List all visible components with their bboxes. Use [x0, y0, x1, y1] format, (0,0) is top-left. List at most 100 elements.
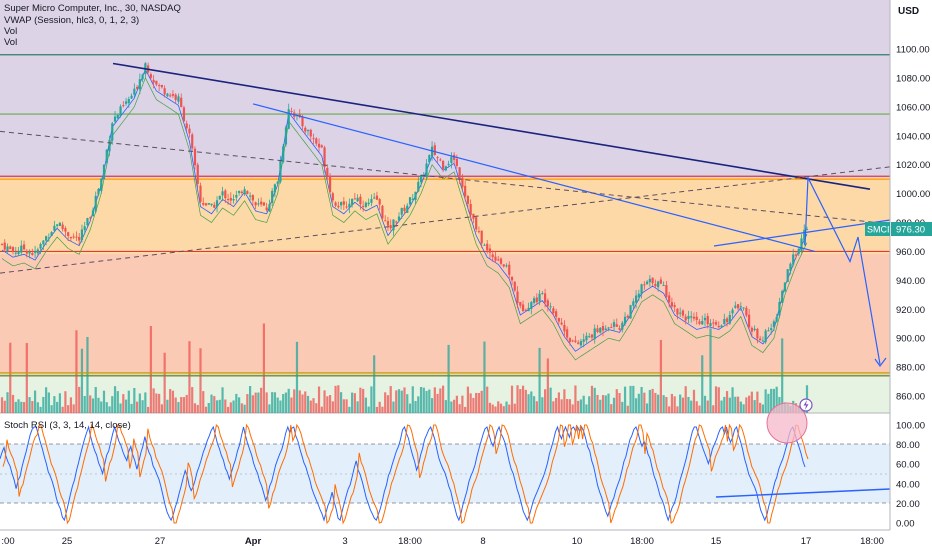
time-label: Apr — [245, 536, 262, 547]
candles — [0, 62, 809, 348]
time-axis[interactable]: :00 25 27 Apr 3 18:00 8 10 18:00 15 17 18:00 — [0, 529, 932, 550]
candle-body — [215, 200, 219, 207]
volume-bar — [268, 404, 271, 413]
volume-bar — [728, 397, 731, 413]
volume-bar — [348, 406, 351, 413]
vwap-indicator-label[interactable]: VWAP (Session, hlc3, 0, 1, 2, 3) — [4, 15, 139, 26]
candle-body — [690, 316, 693, 318]
symbol-badge[interactable]: SMCI 976.30 — [865, 222, 932, 236]
candle-body — [397, 216, 401, 221]
candle-body — [91, 210, 95, 217]
candle-body — [783, 282, 787, 292]
candle-body — [665, 285, 668, 297]
volume-bar — [284, 392, 288, 413]
volume-bar — [276, 397, 279, 413]
volume-bar — [315, 403, 318, 413]
candle-body — [381, 205, 384, 219]
candle-body — [676, 308, 679, 315]
rsi-highlight-icon — [766, 402, 808, 444]
trendline-dashed-ascending — [0, 161, 932, 274]
candle-body — [28, 251, 31, 254]
volume-bar — [772, 388, 776, 413]
candle-body — [411, 198, 414, 200]
volume-bar — [734, 396, 737, 413]
volume-bar — [108, 406, 111, 413]
volume-bar — [67, 405, 70, 413]
volume-bar — [681, 397, 685, 413]
volume-bar — [47, 392, 50, 413]
volume-bar — [483, 341, 486, 413]
volume-bar — [623, 386, 627, 413]
rsi-k-line — [0, 425, 806, 522]
volume-bar — [720, 400, 723, 413]
volume-bar — [262, 323, 266, 413]
rsi-indicator-label[interactable]: Stoch RSI (3, 3, 14, 14, close) — [4, 420, 131, 431]
volume-bar — [422, 387, 425, 413]
candle-body — [759, 338, 762, 341]
price-tick-label: 960.00 — [896, 247, 925, 258]
volume-bar — [450, 401, 453, 413]
volume-bar — [505, 401, 508, 413]
price-axis[interactable]: USD 1100.00 1080.00 1060.00 1040.00 1020.00 1… — [889, 0, 932, 530]
volume-bar — [33, 390, 37, 413]
volume-bar — [557, 392, 560, 413]
candle-body — [78, 237, 81, 241]
volume-bar — [102, 390, 106, 413]
candle-body — [530, 302, 533, 309]
candle-body — [356, 197, 359, 202]
price-tick-label: 900.00 — [896, 334, 925, 345]
volume-bar — [171, 390, 175, 413]
candle-body — [662, 285, 665, 287]
volume-bar — [304, 391, 307, 413]
flash-marker[interactable] — [799, 398, 813, 412]
candle-body — [408, 197, 412, 205]
candle-body — [430, 146, 434, 157]
candle-body — [681, 310, 685, 316]
vol-indicator-label-2[interactable]: Vol — [4, 37, 17, 48]
candle-body — [582, 339, 585, 342]
time-labels: :00 25 27 Apr 3 18:00 8 10 18:00 15 17 18:00 — [1, 536, 884, 547]
symbol-title[interactable]: Super Micro Computer, Inc., 30, NASDAQ — [4, 3, 181, 14]
volume-bar — [301, 394, 304, 413]
rsi-tick-label: 40.00 — [896, 479, 920, 490]
candle-body — [433, 145, 436, 155]
volume-bar — [411, 386, 414, 413]
candle-body — [86, 218, 89, 226]
legend: Super Micro Computer, Inc., 30, NASDAQ V… — [4, 3, 181, 431]
candle-body — [646, 281, 649, 285]
volume-bar — [204, 406, 208, 413]
volume-bar — [510, 385, 514, 413]
volume-bar — [138, 393, 141, 413]
vol-indicator-label-1[interactable]: Vol — [4, 26, 17, 37]
candle-body — [257, 203, 260, 205]
volume-bar — [469, 393, 472, 413]
zone-top — [0, 0, 890, 178]
price-tick-label: 880.00 — [896, 363, 925, 374]
candle-body — [309, 129, 312, 137]
volume-bar — [395, 390, 398, 413]
volume-bar — [218, 399, 221, 413]
candle-body — [31, 253, 34, 255]
volume-bar — [761, 404, 764, 413]
volume-bar — [651, 388, 654, 413]
candle-body — [306, 130, 310, 132]
candle-body — [475, 217, 478, 230]
candle-body — [328, 175, 332, 193]
volume-bar — [232, 400, 235, 413]
volume-bar — [400, 390, 403, 413]
volume-bar — [210, 394, 213, 413]
volume-bar — [668, 406, 671, 413]
volume-bar — [251, 395, 254, 413]
volume-bar — [56, 401, 59, 413]
candle-body — [574, 340, 577, 342]
candle-body — [797, 248, 800, 254]
volume-bar — [643, 392, 646, 413]
symbol-badge-name-bg — [865, 222, 890, 236]
candle-body — [637, 293, 640, 298]
volume-bar — [80, 348, 84, 413]
volume-bar — [364, 397, 368, 413]
volume-bar — [723, 396, 726, 413]
volume-bar — [670, 393, 674, 413]
volume-bar — [502, 406, 505, 413]
volume-bar — [428, 389, 431, 413]
